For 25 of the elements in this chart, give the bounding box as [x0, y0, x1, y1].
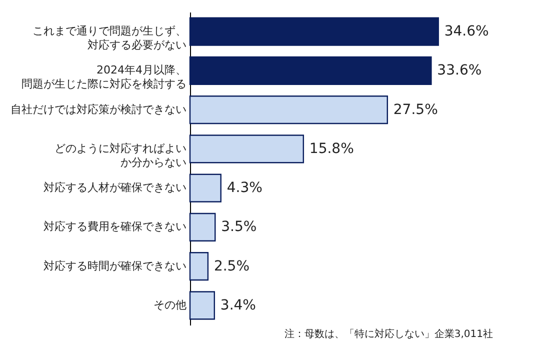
bar: [189, 291, 216, 320]
y-tick-label: その他: [154, 298, 186, 312]
data-label: 15.8%: [309, 140, 354, 157]
y-tick-label: 2024年4月以降、問題が生じた際に対応を検討する: [22, 64, 186, 91]
bar: [189, 174, 222, 202]
data-label: 27.5%: [393, 102, 438, 118]
y-tick-label: 対応する費用を確保できない: [44, 220, 186, 234]
bar: [189, 96, 388, 124]
bar: [189, 252, 209, 281]
data-label: 34.6%: [444, 24, 489, 40]
text: 注：母数は、「特に対応しない」企業3,011社: [284, 328, 493, 340]
y-tick-label: これまで通りで問題が生じず、対応する必要がない: [32, 24, 186, 52]
data-label: 3.4%: [220, 297, 256, 314]
y-tick-label: 対応する時間が確保できない: [44, 259, 186, 272]
bar: [189, 56, 432, 85]
bar: [189, 17, 439, 46]
data-label: 3.5%: [221, 219, 257, 236]
data-label: 2.5%: [214, 258, 250, 274]
bar: [189, 134, 304, 164]
bar: [189, 212, 216, 242]
y-tick-label: 自社だけでは対応策が検討できない: [10, 102, 186, 116]
y-tick-label: 対応する人材が確保できない: [44, 181, 186, 194]
data-label: 33.6%: [437, 62, 482, 79]
y-tick-label: どのように対応すればよいか分からない: [54, 142, 186, 169]
data-label: 4.3%: [226, 180, 262, 196]
